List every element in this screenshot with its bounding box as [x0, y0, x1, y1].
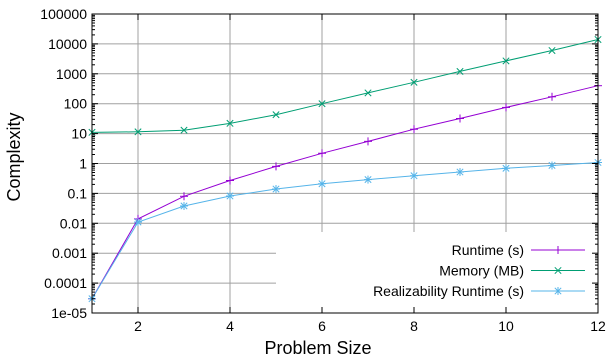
data-point — [272, 162, 280, 171]
data-point — [226, 176, 234, 185]
y-tick-label: 10 — [71, 126, 87, 142]
data-point — [502, 164, 510, 173]
legend-marker — [554, 266, 562, 275]
y-tick-label: 1e-05 — [51, 305, 87, 321]
data-point — [272, 185, 280, 194]
legend-entry: Runtime (s) — [452, 242, 585, 258]
series-0 — [88, 81, 602, 303]
data-point — [410, 125, 418, 134]
y-tick-label: 1000 — [56, 66, 87, 82]
legend-label: Runtime (s) — [452, 242, 524, 258]
y-tick-label: 0.001 — [52, 245, 87, 261]
data-point — [502, 57, 510, 65]
data-point — [456, 167, 464, 176]
data-point — [180, 201, 188, 210]
series-line — [91, 162, 599, 299]
data-point — [502, 103, 510, 112]
y-axis-label: Complexity — [4, 112, 24, 201]
y-tick-label: 100000 — [40, 6, 87, 22]
series-1 — [88, 35, 602, 136]
legend-marker — [554, 287, 562, 295]
data-point — [364, 137, 372, 146]
data-point — [318, 100, 326, 108]
plot-frame — [91, 13, 599, 314]
x-tick-label: 4 — [226, 318, 234, 334]
series-2 — [88, 158, 602, 303]
series-layer — [88, 35, 602, 303]
data-point — [410, 78, 418, 86]
x-tick-label: 8 — [410, 318, 418, 334]
legend: Runtime (s) Memory (MB) Realizability Runt… — [373, 242, 585, 299]
data-point — [548, 92, 556, 101]
x-tick-label: 2 — [134, 318, 142, 334]
y-tick-label: 100 — [64, 96, 88, 112]
legend-entry: Memory (MB) — [439, 263, 585, 279]
data-point — [318, 149, 326, 158]
data-point — [226, 119, 234, 127]
tick-labels: 1e-05 0.0001 0.001 0.01 0.1 1 10 100 1000 10000 10… — [40, 6, 606, 334]
data-point — [180, 126, 188, 134]
y-tick-label: 0.01 — [60, 215, 87, 231]
y-tick-label: 1 — [79, 156, 87, 172]
axes — [91, 13, 599, 314]
y-tick-label: 10000 — [48, 36, 87, 52]
data-point — [548, 46, 556, 55]
series-line — [91, 85, 599, 299]
data-point — [364, 89, 372, 97]
data-point — [318, 179, 326, 188]
data-point — [456, 114, 464, 123]
data-point — [134, 218, 142, 227]
x-tick-label: 10 — [498, 318, 514, 334]
data-point — [364, 175, 372, 184]
series-line — [91, 39, 599, 133]
data-point — [548, 161, 556, 170]
data-point — [272, 111, 280, 119]
legend-entry: Realizability Runtime (s) — [373, 283, 585, 299]
y-tick-label: 0.1 — [68, 185, 88, 201]
x-tick-label: 12 — [590, 318, 606, 334]
data-point — [180, 192, 188, 201]
y-tick-label: 0.0001 — [44, 275, 87, 291]
data-point — [226, 191, 234, 200]
data-point — [410, 171, 418, 180]
x-axis-label: Problem Size — [264, 338, 371, 358]
legend-marker — [554, 246, 562, 254]
x-tick-label: 6 — [318, 318, 326, 334]
data-point — [134, 128, 142, 136]
legend-label: Memory (MB) — [439, 263, 524, 279]
legend-label: Realizability Runtime (s) — [373, 283, 524, 299]
data-point — [456, 67, 464, 75]
